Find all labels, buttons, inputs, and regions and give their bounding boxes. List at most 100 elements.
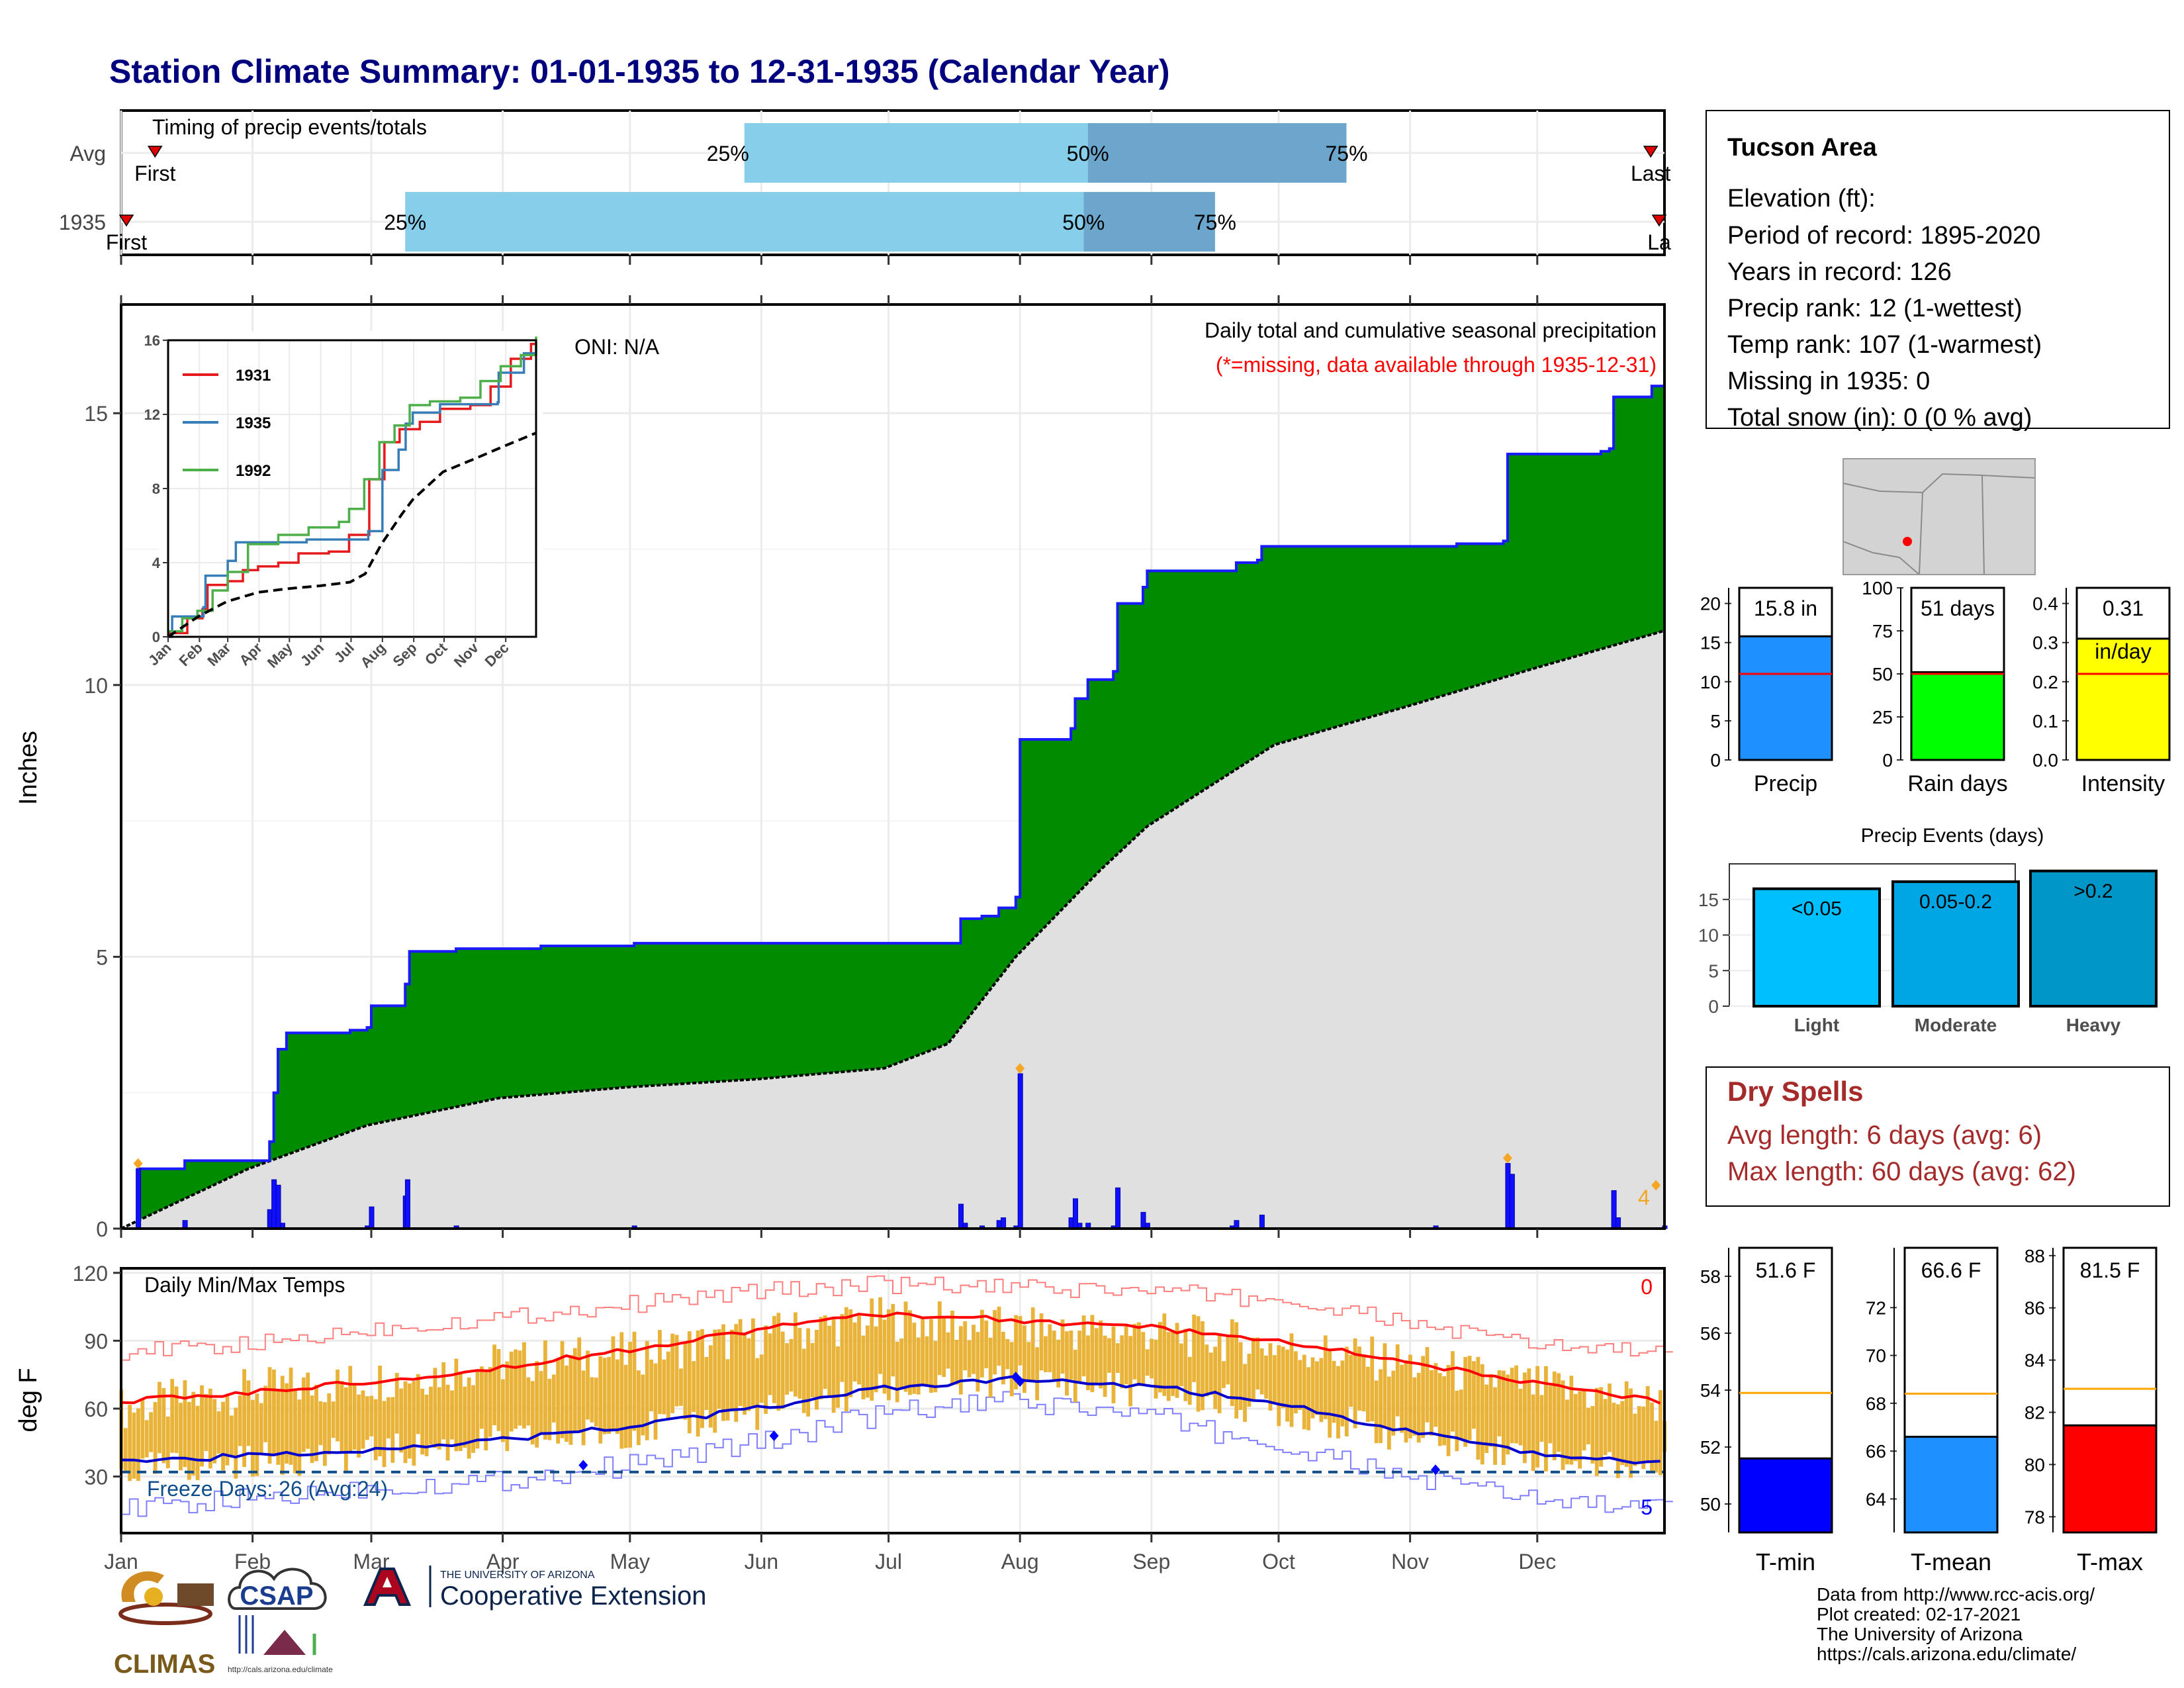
- daily-temp-bar: [785, 1343, 790, 1395]
- daily-temp-bar: [607, 1356, 611, 1434]
- timing-label-1935-p25: 25%: [384, 211, 426, 234]
- daily-temp-bar: [1645, 1385, 1650, 1464]
- precip-events-chart: Precip Events (days) 0 5 10 15 <0.05 Light 0.0…: [1698, 825, 2158, 1035]
- daily-temp-bar: [1208, 1352, 1213, 1395]
- daily-temp-bar: [1285, 1349, 1290, 1422]
- csap-logo-url: http://cals.arizona.edu/climate: [228, 1665, 333, 1674]
- cold-days-count: 5: [1641, 1495, 1653, 1519]
- events-y-tick-label: 0: [1708, 996, 1719, 1017]
- daily-temp-bar: [1379, 1369, 1383, 1444]
- daily-temp-bar: [1251, 1337, 1255, 1402]
- daily-temp-bar: [717, 1329, 721, 1409]
- daily-temp-bar: [195, 1405, 200, 1480]
- normal-min-line: [120, 1375, 1661, 1465]
- daily-temp-bar: [1179, 1343, 1183, 1387]
- precip-note-2: (*=missing, data available through 1935-…: [1216, 353, 1657, 377]
- daily-temp-bar: [1437, 1373, 1442, 1446]
- daily-temp-bar: [1501, 1370, 1506, 1465]
- daily-temp-bar: [1166, 1332, 1171, 1401]
- daily-temp-bar: [285, 1383, 289, 1464]
- daily-temp-bar: [1641, 1406, 1646, 1470]
- daily-precip-bar: [136, 1168, 142, 1229]
- timing-row-label-avg: Avg: [69, 142, 106, 165]
- daily-temp-bar: [1145, 1349, 1150, 1376]
- daily-temp-bar: [696, 1330, 700, 1437]
- daily-temp-bar: [976, 1332, 980, 1392]
- daily-temp-bar: [1298, 1360, 1302, 1410]
- daily-temp-bar: [1247, 1353, 1251, 1407]
- daily-temp-bar: [403, 1381, 408, 1464]
- daily-temp-bar: [242, 1369, 246, 1468]
- daily-temp-bar: [1361, 1354, 1366, 1412]
- temp-panel: 30 60 90 120 deg F Daily Min/Max Temps Free…: [15, 1262, 1673, 1573]
- daily-temp-bar: [1395, 1344, 1400, 1417]
- daily-temp-bar: [886, 1309, 891, 1401]
- daily-temp-bar: [387, 1397, 390, 1438]
- daily-temp-bar: [1569, 1376, 1574, 1465]
- daily-temp-bar: [831, 1317, 836, 1413]
- daily-temp-bar: [1658, 1390, 1662, 1476]
- credit-data-source: Data from http://www.rcc-acis.org/: [1817, 1584, 2095, 1605]
- daily-temp-bar: [1615, 1404, 1620, 1478]
- temp-label-t-mean: T-mean: [1911, 1548, 1991, 1575]
- month-label-nov: Nov: [1391, 1550, 1429, 1573]
- daily-temp-bar: [848, 1309, 853, 1397]
- locator-map: [1843, 458, 2036, 575]
- average-cumulative-area: [121, 630, 1664, 1229]
- daily-temp-bar: [518, 1350, 522, 1426]
- daily-temp-bar: [399, 1388, 404, 1453]
- daily-temp-bar: [1030, 1307, 1035, 1382]
- info-line-period: Period of record: 1895-2020: [1727, 222, 2040, 250]
- month-label-may: May: [610, 1550, 650, 1573]
- daily-temp-bar: [539, 1371, 543, 1433]
- precip-panel: 0 5 10 15 Inches ONI: N/A Daily total and c…: [15, 295, 1668, 1241]
- station-name: Tucson Area: [1727, 134, 1878, 162]
- daily-temp-bar: [136, 1408, 140, 1481]
- daily-temp-bar: [1175, 1323, 1179, 1398]
- timing-label-avg-p75: 75%: [1325, 142, 1367, 165]
- daily-temp-bar: [687, 1331, 692, 1434]
- daily-temp-bar: [1552, 1371, 1557, 1460]
- temp-y-tick-label: 60: [84, 1397, 108, 1421]
- daily-temp-bar: [1154, 1339, 1158, 1399]
- daily-temp-bar: [679, 1368, 683, 1406]
- summary-y-tick-label: 15: [1700, 633, 1721, 653]
- month-label-jul: Jul: [875, 1550, 902, 1573]
- inset-y-tick-label: 0: [152, 629, 160, 645]
- cumulative-1935-line: [121, 369, 1666, 1230]
- daily-temp-bar: [581, 1370, 586, 1446]
- daily-temp-bar: [1535, 1366, 1540, 1468]
- daily-precip-bar: [404, 1179, 410, 1229]
- timing-panel: 25% 50% 75% First Last 25% 50% 75% First La Timin…: [59, 109, 1671, 265]
- daily-temp-bar: [1323, 1335, 1328, 1419]
- temp-bar-t-min: [1738, 1457, 1833, 1534]
- temperature-bar-panels: 50 52 54 56 58 51.6 F T-min 64 66 68 70 72 66.6 F T-m…: [1700, 1246, 2158, 1575]
- daily-temp-bar: [1599, 1387, 1604, 1467]
- timing-bar-1935-q3: [1083, 192, 1215, 252]
- daily-temp-bar: [551, 1374, 556, 1423]
- daily-temp-bar: [1365, 1366, 1370, 1422]
- daily-temp-bar: [1255, 1337, 1260, 1390]
- timing-label-1935-p75: 75%: [1194, 211, 1236, 234]
- summary-y-tick-label: 0.3: [2032, 633, 2058, 653]
- events-bar-light: [1752, 887, 1881, 1008]
- daily-temp-bar: [445, 1384, 450, 1461]
- daily-temp-bar: [318, 1401, 323, 1446]
- temp-y-tick-label: 30: [84, 1466, 108, 1489]
- daily-temp-bar: [543, 1340, 547, 1440]
- daily-temp-bar: [1430, 1370, 1433, 1436]
- temp-label-t-min: T-min: [1756, 1548, 1815, 1575]
- daily-temp-bar: [1272, 1355, 1277, 1405]
- daily-temp-bar: [1336, 1366, 1340, 1438]
- info-line-years: Years in record: 126: [1727, 258, 1952, 286]
- daily-temp-bar: [598, 1356, 603, 1444]
- record-max-line: [121, 1275, 1673, 1361]
- daily-temp-bar: [560, 1340, 565, 1438]
- daily-temp-bar: [1340, 1360, 1345, 1427]
- daily-temp-bar: [547, 1378, 552, 1440]
- daily-temp-bar: [1052, 1331, 1056, 1382]
- summary-y-tick-label: 0.2: [2032, 672, 2058, 692]
- summary-y-tick-label: 75: [1872, 621, 1893, 641]
- daily-temp-bar: [132, 1412, 136, 1479]
